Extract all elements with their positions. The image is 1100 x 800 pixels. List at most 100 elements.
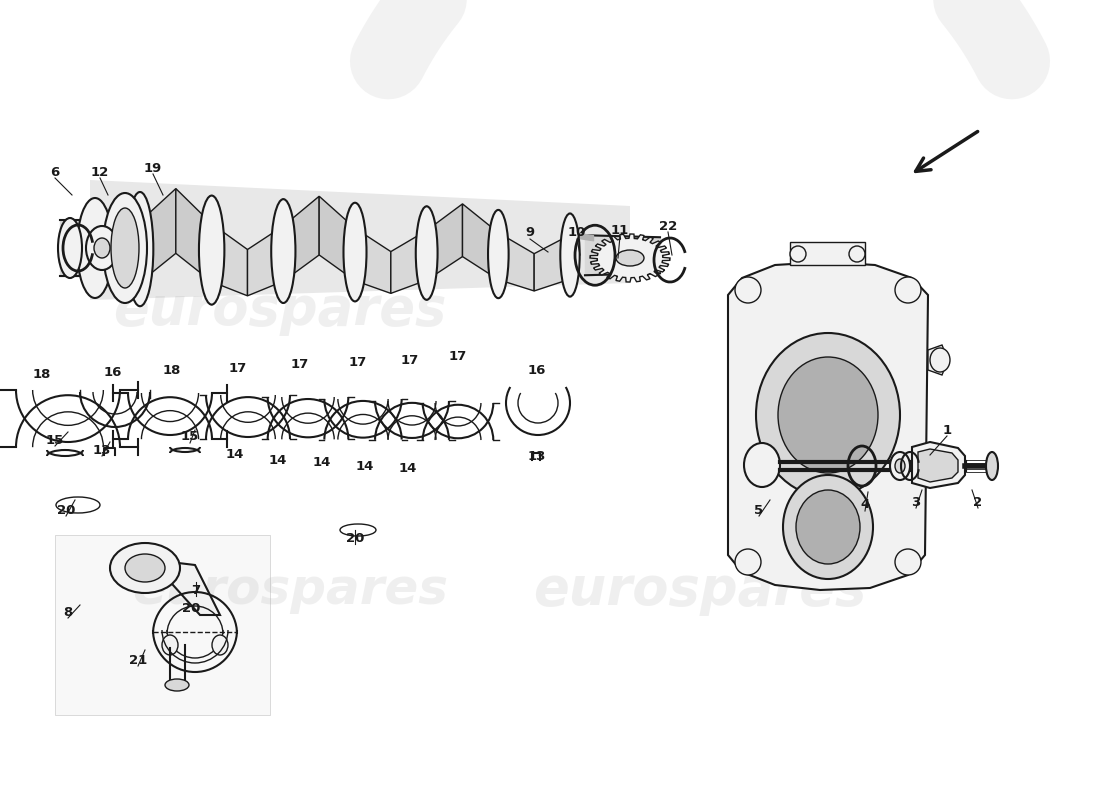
Ellipse shape: [849, 246, 865, 262]
Polygon shape: [928, 345, 948, 375]
Text: 15: 15: [180, 430, 199, 443]
Text: 14: 14: [226, 449, 244, 462]
Ellipse shape: [895, 549, 921, 575]
Polygon shape: [176, 189, 211, 282]
Text: 17: 17: [349, 355, 367, 369]
Ellipse shape: [488, 210, 508, 298]
Text: 16: 16: [528, 363, 547, 377]
Text: 22: 22: [659, 219, 678, 233]
Ellipse shape: [77, 198, 113, 298]
Ellipse shape: [86, 226, 118, 270]
Ellipse shape: [735, 277, 761, 303]
Text: 21: 21: [129, 654, 147, 666]
Ellipse shape: [58, 218, 82, 278]
Text: eurospares: eurospares: [113, 284, 447, 336]
Ellipse shape: [986, 452, 998, 480]
Text: 11: 11: [610, 223, 629, 237]
Ellipse shape: [419, 206, 435, 300]
Text: 14: 14: [268, 454, 287, 466]
Text: 12: 12: [91, 166, 109, 178]
Text: 13: 13: [92, 443, 111, 457]
Ellipse shape: [744, 443, 780, 487]
Text: 18: 18: [33, 369, 52, 382]
Ellipse shape: [125, 554, 165, 582]
Ellipse shape: [616, 250, 644, 266]
Ellipse shape: [212, 635, 228, 655]
Ellipse shape: [790, 246, 806, 262]
Polygon shape: [90, 180, 630, 300]
Text: 7: 7: [191, 583, 200, 597]
Ellipse shape: [111, 208, 139, 288]
Text: 8: 8: [64, 606, 73, 618]
Text: 14: 14: [355, 459, 374, 473]
Polygon shape: [284, 196, 319, 281]
Text: 1: 1: [943, 423, 951, 437]
Text: 20: 20: [57, 503, 75, 517]
Polygon shape: [912, 442, 965, 488]
Text: 9: 9: [526, 226, 535, 239]
Ellipse shape: [94, 238, 110, 258]
Ellipse shape: [735, 549, 761, 575]
Text: 17: 17: [449, 350, 468, 363]
Text: 10: 10: [568, 226, 586, 239]
Text: 17: 17: [400, 354, 419, 366]
Text: eurospares: eurospares: [132, 566, 448, 614]
Polygon shape: [462, 204, 498, 280]
Ellipse shape: [416, 206, 438, 300]
Text: 4: 4: [860, 498, 870, 511]
Polygon shape: [319, 196, 355, 281]
Ellipse shape: [126, 192, 153, 306]
Polygon shape: [130, 562, 220, 615]
Text: 15: 15: [46, 434, 64, 446]
Text: 18: 18: [163, 363, 182, 377]
Text: 20: 20: [182, 602, 200, 614]
Polygon shape: [140, 189, 176, 282]
Ellipse shape: [343, 202, 366, 302]
Polygon shape: [790, 242, 865, 265]
Ellipse shape: [783, 475, 873, 579]
Ellipse shape: [346, 202, 363, 302]
Ellipse shape: [199, 195, 224, 305]
Text: 19: 19: [144, 162, 162, 174]
Ellipse shape: [491, 210, 506, 298]
Ellipse shape: [890, 452, 910, 480]
Ellipse shape: [796, 490, 860, 564]
Ellipse shape: [272, 199, 296, 303]
Polygon shape: [55, 535, 270, 715]
Text: 20: 20: [345, 531, 364, 545]
Text: 2: 2: [974, 495, 982, 509]
Ellipse shape: [895, 277, 921, 303]
Text: 3: 3: [912, 495, 921, 509]
Ellipse shape: [756, 333, 900, 497]
Text: eurospares: eurospares: [534, 564, 867, 616]
Ellipse shape: [202, 195, 221, 305]
Ellipse shape: [563, 214, 576, 297]
Polygon shape: [728, 262, 928, 590]
Ellipse shape: [930, 348, 950, 372]
Text: 17: 17: [290, 358, 309, 371]
Polygon shape: [427, 204, 462, 280]
Polygon shape: [498, 233, 535, 291]
Polygon shape: [390, 230, 427, 294]
Ellipse shape: [162, 635, 178, 655]
Ellipse shape: [103, 193, 147, 303]
Polygon shape: [918, 449, 958, 482]
Text: 6: 6: [51, 166, 59, 178]
Ellipse shape: [131, 192, 150, 306]
Polygon shape: [535, 235, 570, 291]
Ellipse shape: [778, 357, 878, 473]
Text: 13: 13: [528, 450, 547, 463]
Polygon shape: [248, 226, 284, 296]
Text: 5: 5: [755, 503, 763, 517]
Ellipse shape: [895, 459, 905, 473]
Text: 16: 16: [103, 366, 122, 378]
Polygon shape: [355, 228, 390, 294]
Polygon shape: [211, 224, 248, 296]
Ellipse shape: [275, 199, 292, 303]
Polygon shape: [590, 234, 670, 282]
Text: 14: 14: [399, 462, 417, 474]
Ellipse shape: [110, 543, 180, 593]
Ellipse shape: [165, 679, 189, 691]
Text: 14: 14: [312, 457, 331, 470]
Ellipse shape: [560, 214, 580, 297]
